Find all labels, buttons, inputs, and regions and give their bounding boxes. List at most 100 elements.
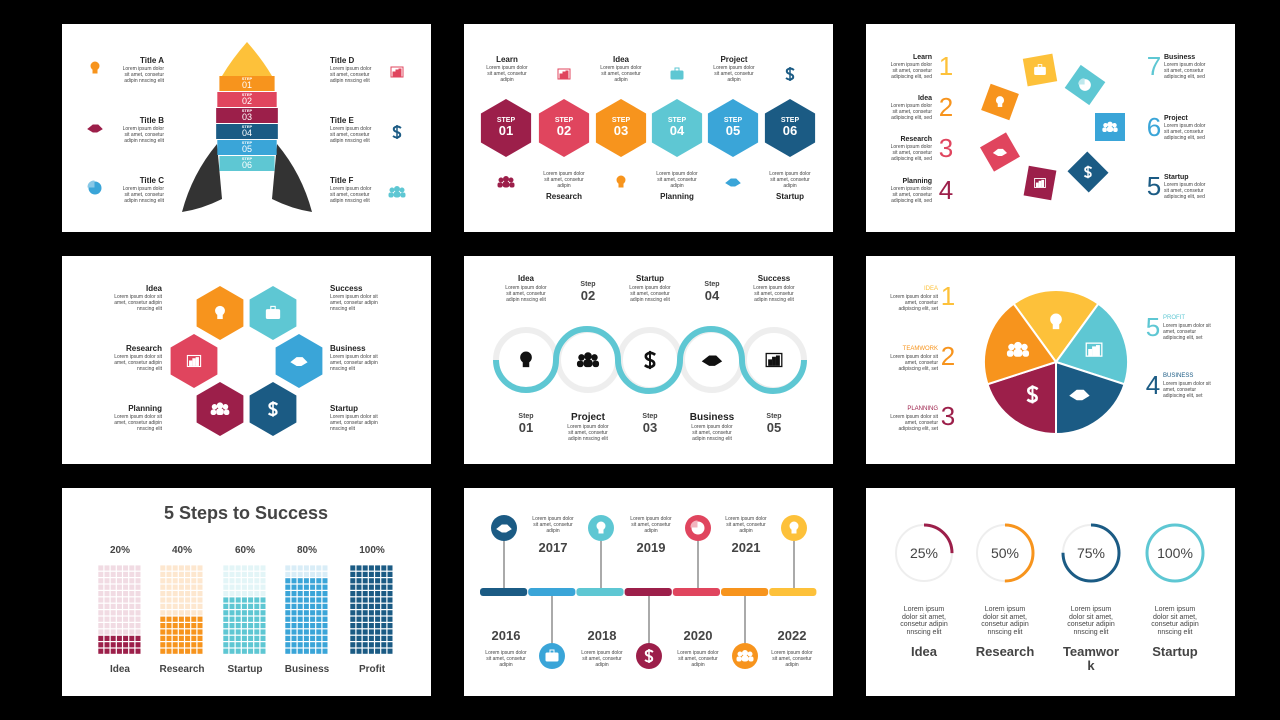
- grid-cell: [316, 616, 322, 622]
- grid-cell: [129, 565, 135, 571]
- grid-cell: [191, 623, 197, 629]
- pie-slice: [1055, 360, 1126, 436]
- grid-cell: [229, 623, 235, 629]
- item-body: Lorem ipsum dolor sit amet, consetur adi…: [330, 186, 372, 204]
- grid-cell: [129, 635, 135, 641]
- item-body: Lorem ipsum dolor sit amet, consetur adi…: [656, 171, 698, 189]
- item-title: BUSINESS: [1163, 373, 1194, 379]
- grid-cell: [166, 648, 172, 654]
- ring-progress: [1061, 523, 1121, 583]
- icon-part: [216, 402, 224, 409]
- step-number: 06: [782, 123, 798, 138]
- grid-cell: [191, 584, 197, 590]
- grid-cell: [285, 635, 291, 641]
- grid-cell: [172, 616, 178, 622]
- icon-part: [392, 71, 396, 77]
- grid-cell: [322, 591, 328, 597]
- grid-cell: [260, 635, 266, 641]
- year: 2018: [587, 628, 617, 643]
- grid-cell: [322, 603, 328, 609]
- icon-part: [565, 70, 569, 79]
- grid-cell: [116, 571, 122, 577]
- icon-part: [192, 358, 196, 366]
- grid-cell: [172, 603, 178, 609]
- grid-cell: [368, 610, 374, 616]
- grid-cell: [322, 565, 328, 571]
- icon-part: [1052, 323, 1060, 330]
- step-number: 02: [556, 123, 572, 138]
- grid-cell: [316, 629, 322, 635]
- icon-part: [400, 192, 406, 198]
- grid-cell: [129, 591, 135, 597]
- grid-cell: [368, 623, 374, 629]
- grid-cell: [362, 571, 368, 577]
- grid-cell: [310, 616, 316, 622]
- grid-cell: [248, 578, 254, 584]
- grid-cell: [387, 578, 393, 584]
- grid-cell: [285, 578, 291, 584]
- grid-cell: [310, 642, 316, 648]
- grid-cell: [98, 584, 104, 590]
- icon-part: [1078, 78, 1085, 85]
- icon: [1102, 121, 1118, 132]
- item-body: Lorem ipsum dolor sit amet, consetur adi…: [771, 650, 813, 668]
- icon-part: [1103, 122, 1108, 128]
- icon-part: [1112, 122, 1117, 128]
- grid-cell: [316, 610, 322, 616]
- grid-cell: [310, 597, 316, 603]
- icon-part: [583, 359, 593, 368]
- icon: [87, 180, 102, 195]
- grid-cell: [123, 591, 129, 597]
- grid-cell: [229, 648, 235, 654]
- item-body: Lorem ipsum dolor sit amet, consetur adi…: [1163, 381, 1211, 399]
- grid-cell: [116, 597, 122, 603]
- item-body: Lorem ipsum dolor sit amet, consetur adi…: [769, 171, 811, 189]
- icon: [690, 520, 705, 535]
- icon-part: [1034, 66, 1046, 75]
- category-label: Teamwork: [1062, 644, 1120, 674]
- grid-cell: [191, 565, 197, 571]
- grid-cell: [123, 648, 129, 654]
- grid-cell: [387, 629, 393, 635]
- step-number: 05: [241, 144, 252, 154]
- step-number: 3: [940, 401, 956, 431]
- grid-cell: [375, 642, 381, 648]
- grid-cell: [123, 565, 129, 571]
- grid-cell: [248, 584, 254, 590]
- grid-cell: [166, 591, 172, 597]
- item-body: Lorem ipsum dolor sit amet, consetur adi…: [567, 424, 609, 442]
- grid-cell: [178, 616, 184, 622]
- icon-part: [87, 124, 103, 133]
- grid-cell: [110, 629, 116, 635]
- grid-cell: [248, 565, 254, 571]
- grid-cell: [116, 629, 122, 635]
- step-number: 2: [940, 341, 956, 371]
- icon-part: [591, 354, 598, 361]
- grid-cell: [178, 648, 184, 654]
- value-label: 100%: [359, 545, 385, 556]
- grid-cell: [110, 648, 116, 654]
- icon: [789, 521, 799, 534]
- icon: [520, 351, 532, 368]
- grid-cell: [135, 610, 141, 616]
- item-title: PROFIT: [1163, 315, 1185, 321]
- grid-cell: [185, 565, 191, 571]
- icon-part: [1022, 350, 1030, 357]
- icon-part: [88, 181, 102, 195]
- item-title: Startup: [636, 274, 664, 283]
- grid-bar: [160, 565, 203, 654]
- item-body: Lorem ipsum dolor sit amet, consetur adi…: [330, 354, 378, 372]
- icon-part: [270, 305, 276, 311]
- slide-graphic: [980, 53, 1125, 201]
- grid-cell: [356, 591, 362, 597]
- grid-cell: [316, 635, 322, 641]
- grid-cell: [229, 603, 235, 609]
- value-label: 80%: [296, 545, 317, 556]
- grid-cell: [110, 623, 116, 629]
- item-title: Project: [571, 412, 605, 423]
- grid-cell: [135, 571, 141, 577]
- grid-cell: [123, 616, 129, 622]
- item-title: Startup: [1164, 174, 1189, 181]
- grid-cell: [303, 610, 309, 616]
- grid-cell: [229, 616, 235, 622]
